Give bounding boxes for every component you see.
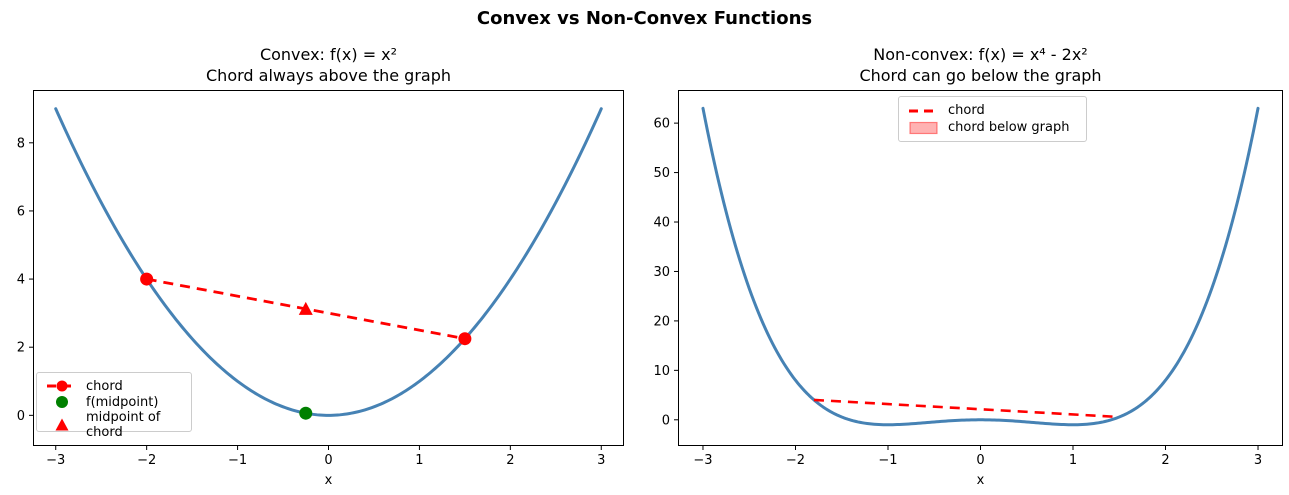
- y-tick-label: 4: [17, 273, 25, 288]
- y-tick-label: 60: [653, 117, 670, 132]
- legend-item: chord: [908, 103, 1077, 119]
- y-tick-label: 6: [17, 204, 25, 219]
- y-tick-label: 2: [17, 341, 25, 356]
- legend-label: midpoint of chord: [86, 410, 161, 440]
- legend-dot: [56, 396, 68, 408]
- legend-swatch-patch: [909, 121, 938, 134]
- x-tick-label: −2: [137, 453, 156, 468]
- chord-line: [813, 398, 1120, 419]
- legend-label: chord: [948, 103, 985, 118]
- legend-item: chord below graph: [908, 120, 1077, 136]
- legend-label: chord: [86, 378, 123, 394]
- x-tick-label: 2: [506, 453, 514, 468]
- chord-endpoint-marker: [140, 272, 154, 286]
- x-tick-label: −3: [46, 453, 65, 468]
- legend-convex: chord f(midpoint) midpoint of chord: [36, 372, 192, 440]
- plot-frame: [678, 90, 1283, 446]
- x-tick-label: −1: [228, 453, 247, 468]
- y-tick-label: 8: [17, 136, 25, 151]
- legend-swatch-dot: [56, 396, 68, 408]
- y-tick-label: 0: [662, 413, 670, 428]
- y-tick-label: 30: [653, 265, 670, 280]
- x-tick-label: −1: [878, 453, 897, 468]
- legend-item: midpoint of chord: [46, 410, 182, 440]
- y-tick-label: 40: [653, 216, 670, 231]
- legend-patch: [909, 121, 938, 134]
- function-curve: [54, 107, 603, 417]
- legend-swatch-line-dashed-dot: [47, 380, 77, 392]
- legend-swatch-triangle: [55, 418, 69, 431]
- subplot-title-line1: Non-convex: f(x) = x⁴ - 2x²: [873, 45, 1088, 64]
- axes-convex: −3 −2 −1 0 1 2 3 0 2 4 6 8 x: [17, 90, 624, 488]
- chord-endpoint-marker: [458, 332, 472, 346]
- x-tick-label: 2: [1161, 453, 1169, 468]
- legend-item: f(midpoint): [46, 394, 182, 410]
- legend-swatch-line-dashed: [909, 109, 939, 112]
- legend-dot: [56, 380, 68, 392]
- subplot-title-nonconvex: Non-convex: f(x) = x⁴ - 2x² Chord can go…: [678, 44, 1283, 86]
- x-tick-label: −3: [693, 453, 712, 468]
- x-axis-label: x: [977, 473, 985, 488]
- legend-label: chord below graph: [948, 120, 1070, 135]
- subplot-title-line2: Chord can go below the graph: [859, 66, 1102, 85]
- x-tick-label: −2: [786, 453, 805, 468]
- figure-title: Convex vs Non-Convex Functions: [476, 8, 813, 29]
- subplot-title-line2: Chord always above the graph: [206, 66, 451, 85]
- y-tick-label: 50: [653, 166, 670, 181]
- y-tick-label: 0: [17, 409, 25, 424]
- x-axis-label: x: [325, 473, 333, 488]
- subplot-title-convex: Convex: f(x) = x² Chord always above the…: [33, 44, 624, 86]
- legend-nonconvex: chord chord below graph: [898, 96, 1087, 142]
- midpoint-of-chord-marker: [298, 301, 313, 315]
- x-tick-label: 3: [1254, 453, 1262, 468]
- x-tick-label: 1: [415, 453, 423, 468]
- f-midpoint-marker: [299, 406, 313, 420]
- x-tick-label: 1: [1069, 453, 1077, 468]
- x-tick-label: 0: [324, 453, 332, 468]
- legend-label: f(midpoint): [86, 394, 159, 410]
- legend-triangle: [55, 418, 69, 431]
- legend-item: chord: [46, 378, 182, 394]
- y-tick-label: 10: [653, 364, 670, 379]
- subplot-title-line1: Convex: f(x) = x²: [259, 45, 398, 64]
- x-tick-label: 0: [976, 453, 984, 468]
- x-tick-label: 3: [597, 453, 605, 468]
- plot-frame: [33, 90, 624, 446]
- y-tick-label: 20: [653, 314, 670, 329]
- function-curve: [701, 106, 1260, 427]
